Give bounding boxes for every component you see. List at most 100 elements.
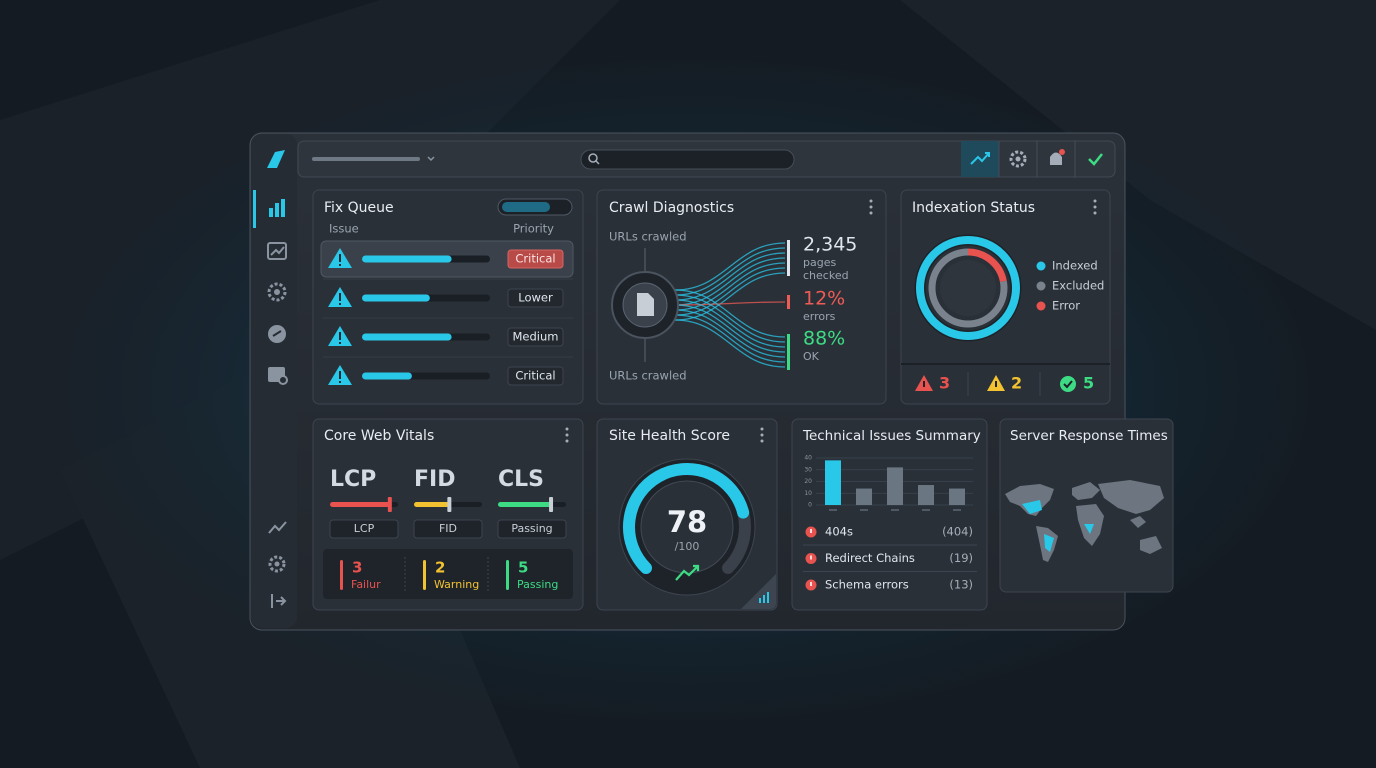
logo (267, 150, 285, 168)
text-line: checked (803, 269, 849, 282)
decoration (869, 199, 873, 203)
card-title: Crawl Diagnostics (609, 200, 734, 216)
progress-fill (362, 372, 412, 380)
priority-badge (507, 366, 564, 386)
y-tick-label: 0 (808, 502, 812, 509)
metric-name: CLS (498, 467, 544, 492)
gauge-value (623, 463, 750, 575)
decoration (267, 282, 287, 302)
project-selector[interactable] (312, 157, 420, 161)
decoration (278, 375, 288, 385)
issue-count: (19) (949, 551, 973, 565)
card-menu[interactable] (760, 427, 764, 443)
nav-preferences[interactable] (268, 555, 286, 573)
priority-label: Critical (515, 369, 555, 383)
metric-knob (549, 497, 554, 512)
nav-speed[interactable] (268, 325, 286, 343)
priority-badge (507, 327, 564, 347)
bar (918, 485, 934, 505)
trend-icon (970, 152, 990, 165)
decoration: Indexed Excluded Error 3 2 5 (914, 234, 1104, 396)
search-box[interactable] (580, 149, 795, 170)
decoration: Critical Lower Medium Critical (323, 248, 573, 386)
issue-icon-mark (810, 582, 812, 586)
decoration (1059, 149, 1065, 155)
document-icon (637, 293, 654, 316)
legend-label: Indexed (1052, 259, 1098, 273)
warning-dot (339, 303, 341, 305)
flow-line (674, 272, 786, 321)
decoration (1044, 534, 1054, 552)
dropdown-chevron[interactable] (427, 156, 435, 162)
decoration (1005, 484, 1054, 516)
nav-settings[interactable] (267, 282, 287, 302)
decoration (272, 330, 282, 337)
card-title: Site Health Score (609, 428, 730, 444)
card-crawl-diagnostics (596, 189, 887, 405)
flow-line (674, 242, 786, 291)
health-score: 78 (667, 505, 707, 539)
decoration: 0 10 20 30 40 404s (404) Redirect Chains (19) Sch… (803, 455, 977, 592)
stat-value: 2,345 (803, 234, 857, 256)
issue-count: 3 (939, 374, 950, 393)
card-menu[interactable] (1093, 199, 1097, 215)
decoration (760, 439, 764, 443)
decoration (1130, 516, 1146, 528)
crawl-flow (674, 242, 786, 368)
stat-value: 88% (803, 328, 845, 350)
decoration (1093, 211, 1097, 215)
y-tick-label: 10 (804, 490, 812, 497)
decoration (1072, 482, 1100, 500)
nav-trends[interactable] (268, 521, 287, 534)
flow-line (674, 262, 786, 311)
card-menu[interactable] (565, 427, 569, 443)
decoration (1093, 205, 1097, 209)
decoration (588, 153, 598, 163)
toolbar-notifications[interactable] (1050, 149, 1065, 165)
warning-dot (339, 381, 341, 383)
nav-analytics[interactable] (267, 242, 287, 260)
nav-logout[interactable] (271, 594, 287, 608)
stat-label: OK (803, 350, 820, 363)
decoration (767, 592, 769, 603)
toolbar-settings[interactable] (1009, 150, 1027, 168)
summary-bar (506, 560, 509, 590)
progress-fill (362, 294, 430, 302)
metric-name: FID (414, 467, 455, 492)
decoration (276, 596, 287, 606)
priority-badge (507, 288, 564, 308)
warning-mark (339, 371, 341, 379)
legend-dot (1036, 281, 1046, 291)
stat-bar (787, 295, 790, 309)
stat-bar (787, 334, 790, 370)
metric-badge-label: Passing (511, 522, 552, 535)
flow-line (674, 289, 786, 338)
metric-badge-label: FID (439, 522, 457, 535)
decoration (763, 595, 765, 603)
metric-level (330, 502, 390, 507)
column-header: Priority (513, 222, 554, 236)
bar (856, 488, 872, 505)
stat-value: 12% (803, 288, 845, 310)
summary-label: Failur (351, 578, 381, 591)
card-menu[interactable] (869, 199, 873, 215)
nav-overview[interactable] (269, 199, 285, 217)
donut-segment (928, 248, 1008, 328)
summary-label: Passing (517, 578, 558, 591)
x-tick (922, 509, 930, 511)
card-title: Server Response Times (1010, 428, 1168, 444)
summary-bar (423, 560, 426, 590)
y-tick-label: 30 (804, 466, 812, 473)
priority-label: Lower (518, 291, 553, 305)
flow-label: URLs crawled (609, 369, 687, 383)
toolbar-approve[interactable] (1088, 153, 1103, 166)
decoration (760, 433, 764, 437)
warning-dot (339, 264, 341, 266)
nav-reports[interactable] (268, 367, 288, 385)
x-tick (953, 509, 961, 511)
summary-bar (340, 560, 343, 590)
issue-name: 404s (825, 525, 853, 539)
stat-label: errors (803, 310, 836, 323)
bar (887, 467, 903, 505)
